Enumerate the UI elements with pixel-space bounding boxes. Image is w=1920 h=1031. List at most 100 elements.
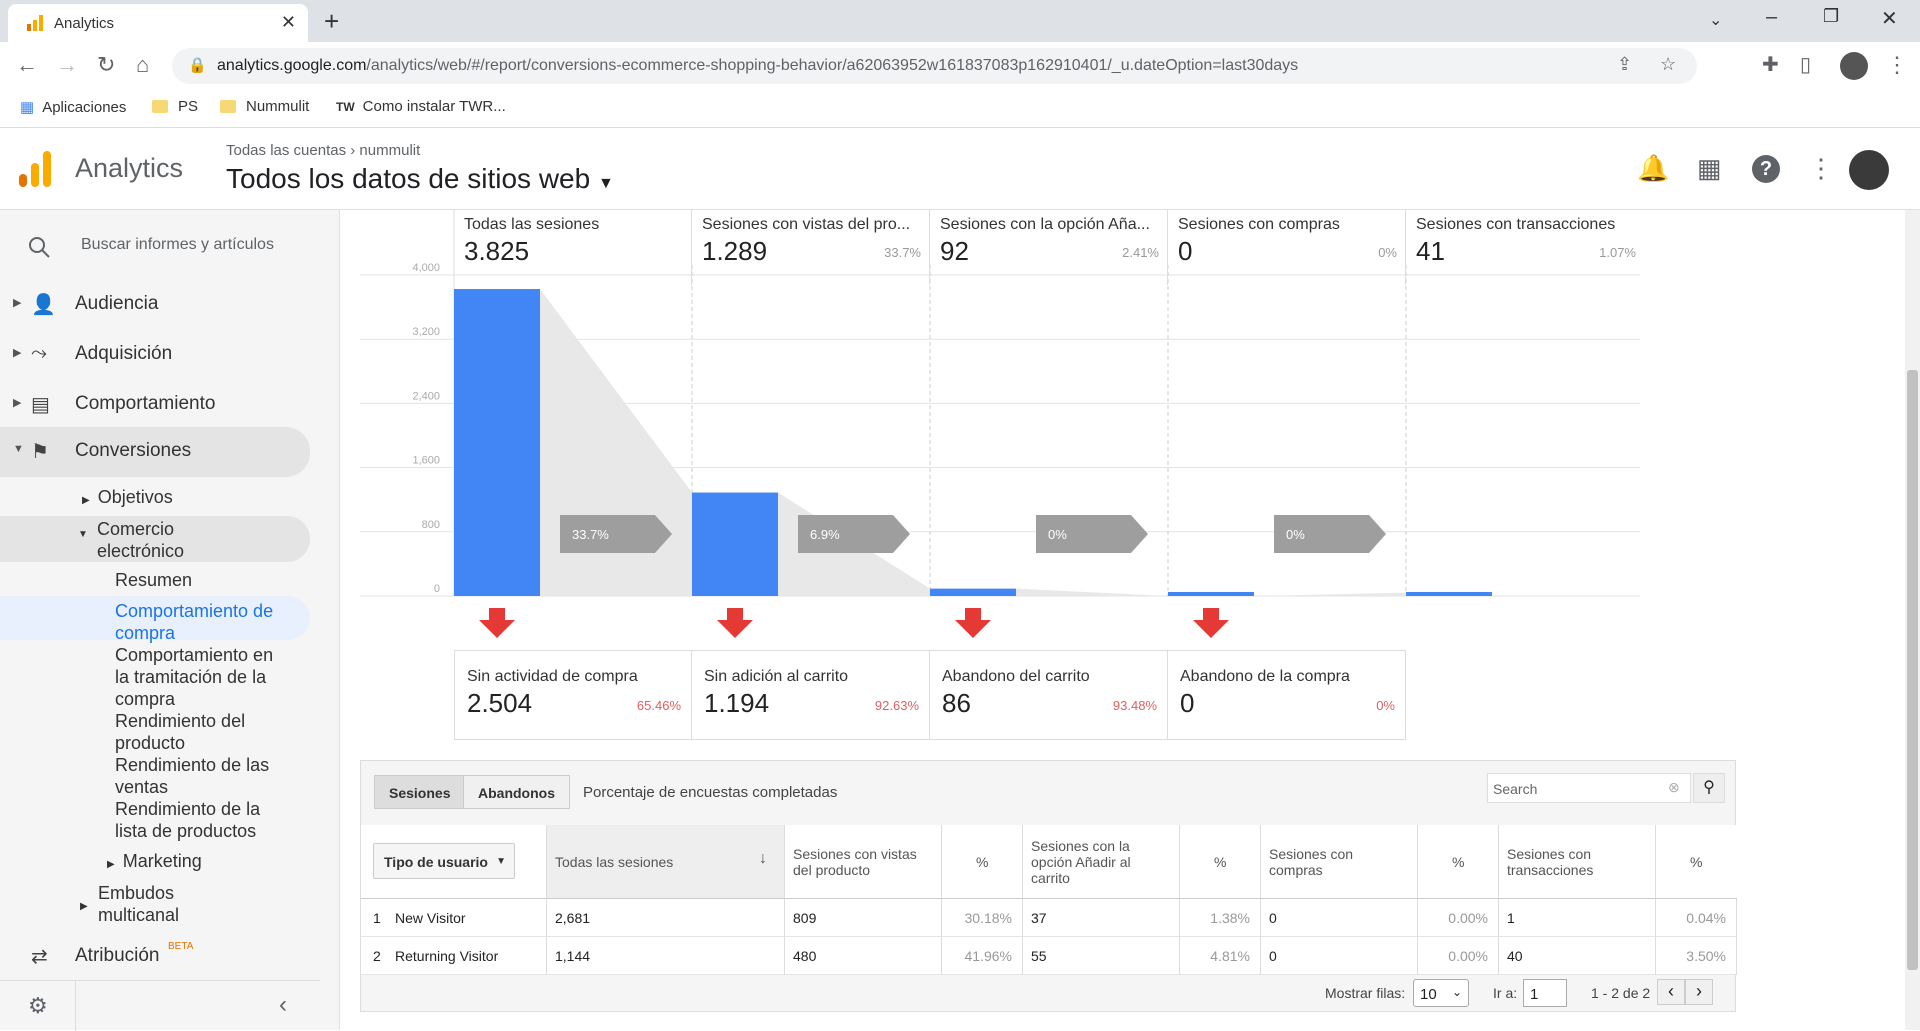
conversion-arrow xyxy=(1274,515,1386,553)
browser-tab[interactable]: Analytics ✕ xyxy=(8,4,308,42)
col-header[interactable]: Sesiones con la opción Añadir al carrito xyxy=(1023,825,1180,899)
table-row-label[interactable]: 2 Returning Visitor xyxy=(361,937,547,975)
table-search-input[interactable]: Search ⊗ xyxy=(1487,773,1691,803)
table-cell: 3.50% xyxy=(1656,937,1737,975)
new-tab-icon[interactable]: + xyxy=(324,6,340,36)
prev-page-icon[interactable]: ‹ xyxy=(1657,979,1685,1005)
col-header[interactable]: % xyxy=(1656,825,1737,899)
apps-grid-icon[interactable]: ▦ xyxy=(1697,153,1722,183)
forward-icon[interactable]: → xyxy=(56,52,78,77)
user-avatar[interactable] xyxy=(1849,150,1889,190)
col-header[interactable]: Sesiones con compras xyxy=(1261,825,1418,899)
col-header-sessions[interactable]: Todas las sesiones ↓ xyxy=(547,825,785,899)
dimension-selector[interactable]: Tipo de usuario ▼ xyxy=(373,843,515,879)
table-cell: 480 xyxy=(785,937,942,975)
sidebar-link-comportamiento-compra[interactable]: Comportamiento de compra xyxy=(115,601,274,643)
search-icon xyxy=(29,237,50,258)
view-selector[interactable]: Todos los datos de sitios web ▼ xyxy=(226,163,614,194)
collapse-sidebar-icon[interactable]: ‹ xyxy=(279,991,287,1018)
sidebar-item-atribucion[interactable]: ⇄ Atribución BETA xyxy=(31,941,194,968)
divider xyxy=(75,981,76,1031)
profile-avatar[interactable] xyxy=(1840,52,1868,80)
bookmark-twr[interactable]: TW Como instalar TWR... xyxy=(336,98,506,115)
home-icon[interactable]: ⌂ xyxy=(136,52,150,77)
bookmark-ps[interactable]: PS xyxy=(152,98,198,115)
close-window-icon[interactable]: ✕ xyxy=(1881,8,1898,30)
analytics-logo-icon xyxy=(19,151,51,187)
table-cell: 1 xyxy=(1499,899,1656,937)
restore-icon[interactable]: ❐ xyxy=(1823,6,1840,26)
search-icon[interactable]: ⚲ xyxy=(1693,773,1725,803)
bookmark-nummulit[interactable]: Nummulit xyxy=(220,98,309,115)
sidebar-item-conversiones[interactable]: ▼ ⚑ Conversiones xyxy=(0,427,310,477)
table-cell: 41.96% xyxy=(942,937,1023,975)
sidebar-item-comportamiento[interactable]: ▶ ▤ Comportamiento xyxy=(13,393,216,416)
row-name: Returning Visitor xyxy=(395,948,499,964)
y-tick-label: 800 xyxy=(422,519,440,531)
notifications-bell-icon[interactable]: 🔔 xyxy=(1637,153,1670,183)
sidebar-link-lista-productos[interactable]: Rendimiento de la lista de productos xyxy=(115,799,261,841)
col-header[interactable]: % xyxy=(942,825,1023,899)
expand-caret-icon: ▶ xyxy=(13,347,22,359)
behavior-icon: ▤ xyxy=(31,394,50,416)
menu-icon[interactable]: ⋮ xyxy=(1886,52,1908,77)
sidebar-item-multicanal[interactable]: ▶ Embudos multicanal xyxy=(80,883,180,925)
tab-sesiones[interactable]: Sesiones xyxy=(374,775,466,809)
help-icon[interactable]: ? xyxy=(1752,155,1780,183)
collapse-caret-icon: ▼ xyxy=(78,529,88,540)
sidebar-link-resumen[interactable]: Resumen xyxy=(115,570,193,590)
col-header[interactable]: % xyxy=(1418,825,1499,899)
sidebar-link-tramitacion[interactable]: Comportamiento en la tramitación de la c… xyxy=(115,645,274,709)
table-cell: 0.00% xyxy=(1418,937,1499,975)
chevron-down-icon: ⌄ xyxy=(1451,985,1462,999)
sidebar-item-audiencia[interactable]: ▶ 👤 Audiencia xyxy=(13,293,159,316)
abandon-box: Abandono de la compra 0 0% xyxy=(1168,650,1406,740)
col-header[interactable]: % xyxy=(1180,825,1261,899)
sidebar-sub-comercio[interactable]: ▼ Comercio electrónico xyxy=(78,519,185,561)
sort-down-icon: ↓ xyxy=(759,850,767,867)
reload-icon[interactable]: ↻ xyxy=(97,52,116,77)
scrollbar-thumb[interactable] xyxy=(1907,370,1918,970)
url-field[interactable]: 🔒 analytics.google.com/analytics/web/#/r… xyxy=(172,48,1697,84)
sidebar-search[interactable]: Buscar informes y artículos xyxy=(0,210,320,282)
folder-icon xyxy=(220,100,236,113)
more-options-icon[interactable]: ⋮ xyxy=(1808,153,1834,183)
extensions-icon[interactable]: ✚ xyxy=(1762,54,1779,76)
dropdown-caret-icon: ▼ xyxy=(598,175,614,192)
settings-gear-icon[interactable]: ⚙ xyxy=(28,993,48,1018)
sidebar-sub-ecommerce-bg xyxy=(0,516,310,562)
bookmark-apps[interactable]: ▦ Aplicaciones xyxy=(20,99,127,116)
conversion-arrow xyxy=(1036,515,1148,553)
tab-search-icon[interactable]: ⌄ xyxy=(1709,12,1723,29)
expand-caret-icon: ▶ xyxy=(82,495,90,506)
y-tick-label: 4,000 xyxy=(412,262,440,274)
tab-abandonos[interactable]: Abandonos xyxy=(463,775,570,809)
sidebar-link-rendimiento-ventas[interactable]: Rendimiento de las ventas xyxy=(115,755,270,797)
next-page-icon[interactable]: › xyxy=(1685,979,1713,1005)
funnel-bar xyxy=(454,289,540,596)
clear-icon[interactable]: ⊗ xyxy=(1668,779,1680,795)
stage-header: Sesiones con transacciones 41 1.07% xyxy=(1416,216,1636,266)
bookmark-star-icon[interactable]: ☆ xyxy=(1660,54,1677,74)
page-scrollbar[interactable] xyxy=(1905,210,1920,1030)
abandon-box: Sin actividad de compra 2.504 65.46% xyxy=(454,650,692,740)
sidebar-sub-marketing[interactable]: ▶ Marketing xyxy=(107,851,202,871)
minimize-icon[interactable]: – xyxy=(1766,6,1778,28)
sidebar-item-adquisicion[interactable]: ▶ ⤳ Adquisición xyxy=(13,342,173,364)
side-panel-icon[interactable]: ▯ xyxy=(1800,54,1812,76)
sidebar-link-rendimiento-producto[interactable]: Rendimiento del producto xyxy=(115,711,246,753)
share-icon[interactable]: ⇪ xyxy=(1617,54,1633,74)
close-tab-icon[interactable]: ✕ xyxy=(280,12,296,32)
conversion-arrow xyxy=(560,515,672,553)
sidebar-footer: ⚙ ‹ xyxy=(0,980,320,1031)
rows-per-page-select[interactable]: 10 ⌄ xyxy=(1413,979,1469,1007)
goto-page-input[interactable]: 1 xyxy=(1523,979,1567,1007)
table-row-label[interactable]: 1 New Visitor xyxy=(361,899,547,937)
funnel-bar xyxy=(930,588,1016,596)
sidebar-sub-objetivos[interactable]: ▶ Objetivos xyxy=(82,487,173,507)
col-header[interactable]: Sesiones con vistas del producto xyxy=(785,825,942,899)
back-icon[interactable]: ← xyxy=(16,52,38,77)
table-cell: 0.00% xyxy=(1418,899,1499,937)
col-header[interactable]: Sesiones con transacciones xyxy=(1499,825,1656,899)
breadcrumb[interactable]: Todas las cuentas › nummulit xyxy=(226,142,421,159)
